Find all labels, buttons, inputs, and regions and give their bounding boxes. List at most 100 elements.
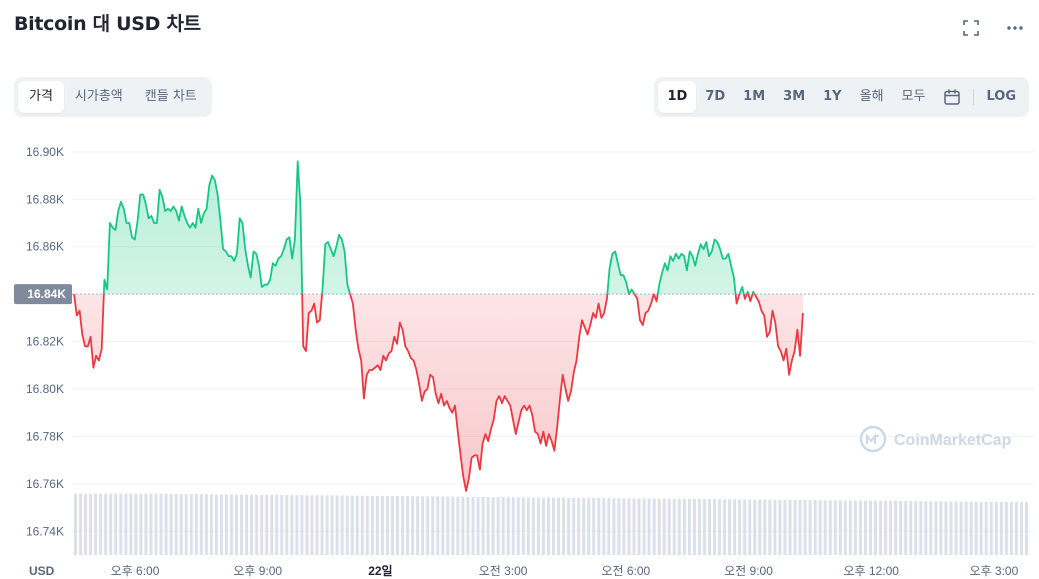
volume-bar bbox=[753, 499, 757, 555]
volume-bar bbox=[154, 493, 158, 555]
volume-bar bbox=[74, 493, 77, 555]
range-all[interactable]: 모두 bbox=[901, 89, 926, 104]
volume-bar bbox=[345, 495, 349, 555]
tab-candle-chart[interactable]: 캔들 차트 bbox=[144, 89, 197, 104]
x-tick-label: 오후 6:00 bbox=[111, 564, 160, 578]
area-fill-below-reference bbox=[74, 294, 803, 491]
chart-title: Bitcoin 대 USD 차트 bbox=[14, 13, 201, 35]
x-tick-label: 오후 12:00 bbox=[843, 564, 899, 578]
volume-bar bbox=[984, 501, 988, 555]
volume-bar bbox=[843, 500, 847, 555]
y-tick-label: 16.86K bbox=[26, 240, 64, 254]
range-ytd[interactable]: 올해 bbox=[859, 89, 884, 104]
volume-bar bbox=[255, 494, 259, 555]
volume-bar bbox=[235, 494, 239, 555]
volume-bar bbox=[597, 498, 601, 555]
volume-bar bbox=[1004, 502, 1008, 555]
volume-bar bbox=[159, 493, 163, 555]
expand-icon[interactable] bbox=[961, 18, 981, 38]
tab-market-cap[interactable]: 시가총액 bbox=[74, 89, 123, 104]
volume-bar bbox=[773, 499, 777, 555]
watermark: CoinMarketCap bbox=[859, 425, 1012, 453]
volume-bar bbox=[139, 493, 143, 555]
volume-bar bbox=[431, 496, 435, 555]
volume-bar bbox=[99, 493, 103, 555]
volume-bar bbox=[214, 494, 218, 555]
range-3m[interactable]: 3M bbox=[783, 89, 806, 104]
range-divider bbox=[973, 89, 975, 105]
volume-bar bbox=[602, 498, 606, 555]
volume-bar bbox=[879, 500, 883, 555]
volume-bar bbox=[959, 501, 963, 555]
volume-bar bbox=[818, 500, 822, 555]
volume-bar bbox=[713, 499, 717, 555]
volume-bar bbox=[994, 501, 998, 555]
volume-bar bbox=[275, 494, 279, 555]
volume-bar bbox=[607, 498, 611, 555]
volume-bar bbox=[632, 498, 636, 555]
volume-bar bbox=[240, 494, 244, 555]
range-1m[interactable]: 1M bbox=[743, 89, 766, 104]
volume-bar bbox=[129, 493, 133, 555]
volume-bar bbox=[320, 495, 324, 555]
volume-bar bbox=[743, 499, 747, 555]
volume-bar bbox=[516, 497, 520, 555]
view-tab-group: 가격 시가총액 캔들 차트 bbox=[14, 77, 212, 117]
reference-price-badge: 16.84K bbox=[14, 284, 72, 305]
header-actions bbox=[961, 18, 1025, 38]
volume-bar bbox=[355, 495, 359, 555]
more-horizontal-icon[interactable] bbox=[1005, 18, 1025, 38]
volume-bar bbox=[340, 495, 344, 555]
volume-bar bbox=[411, 496, 415, 555]
range-1y[interactable]: 1Y bbox=[823, 89, 842, 104]
volume-bar bbox=[858, 500, 862, 555]
volume-bar bbox=[562, 497, 566, 555]
volume-bar bbox=[335, 495, 339, 555]
y-tick-label: 16.80K bbox=[26, 382, 64, 396]
volume-bar bbox=[642, 498, 646, 555]
volume-bar bbox=[511, 497, 515, 555]
volume-bar bbox=[778, 499, 782, 555]
volume-bar bbox=[687, 498, 691, 555]
volume-bar bbox=[692, 498, 696, 555]
volume-bar bbox=[265, 494, 269, 555]
volume-bar bbox=[788, 499, 792, 555]
volume-bar bbox=[189, 494, 193, 555]
volume-bar bbox=[79, 493, 83, 555]
volume-bar bbox=[863, 500, 867, 555]
range-1d[interactable]: 1D bbox=[658, 81, 697, 113]
volume-bar bbox=[401, 496, 405, 555]
volume-bar bbox=[446, 496, 450, 555]
volume-bar bbox=[848, 500, 852, 555]
area-fill-above-reference bbox=[74, 161, 803, 295]
volume-bar bbox=[798, 500, 802, 555]
volume-bar bbox=[204, 494, 208, 555]
price-line-up bbox=[73, 160, 756, 295]
watermark-text: CoinMarketCap bbox=[894, 432, 1012, 449]
volume-bar bbox=[84, 493, 88, 555]
volume-bar bbox=[421, 496, 425, 555]
volume-bar bbox=[441, 496, 445, 555]
price-line-down bbox=[73, 294, 804, 492]
volume-bar bbox=[179, 493, 183, 555]
volume-bar bbox=[481, 496, 485, 555]
volume-bar bbox=[557, 497, 561, 555]
tab-price[interactable]: 가격 bbox=[18, 81, 64, 113]
calendar-icon[interactable] bbox=[934, 81, 970, 113]
y-tick-label: 16.78K bbox=[26, 429, 64, 443]
volume-bar bbox=[657, 498, 661, 555]
x-tick-label: 오전 6:00 bbox=[601, 564, 650, 578]
range-7d[interactable]: 7D bbox=[705, 89, 726, 104]
volume-bar bbox=[199, 494, 203, 555]
volume-bar bbox=[124, 493, 128, 555]
volume-bar bbox=[385, 495, 389, 555]
volume-bar bbox=[582, 497, 586, 555]
volume-bar bbox=[396, 496, 400, 555]
volume-bar bbox=[793, 499, 797, 555]
volume-bar bbox=[904, 501, 908, 555]
volume-bar bbox=[1014, 502, 1018, 555]
log-scale-toggle[interactable]: LOG bbox=[986, 89, 1016, 104]
volume-bar bbox=[94, 493, 98, 555]
volume-bar bbox=[733, 499, 737, 555]
volume-bar bbox=[758, 499, 762, 555]
